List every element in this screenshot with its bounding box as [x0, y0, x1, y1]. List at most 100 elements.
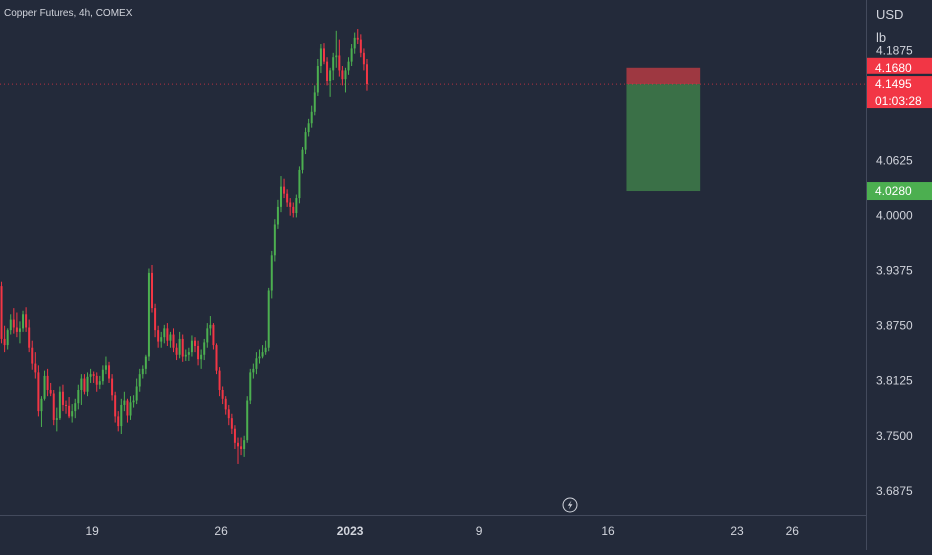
candle-body — [55, 418, 58, 420]
time-tick-label: 2023 — [337, 524, 364, 538]
candle-body — [18, 328, 21, 332]
candle-body — [108, 365, 111, 379]
candle-body — [163, 328, 166, 338]
candle-body — [135, 386, 138, 401]
last-price-label: 4.1495 — [875, 77, 912, 91]
candle-body — [111, 378, 114, 396]
candle-body — [25, 314, 28, 328]
candle-body — [71, 411, 74, 417]
candles-layer — [0, 29, 368, 464]
candle-body — [252, 368, 255, 373]
candle-body — [181, 338, 184, 357]
candle-body — [240, 446, 243, 449]
candle-body — [132, 400, 135, 403]
candle-body — [68, 405, 71, 417]
candle-body — [200, 354, 203, 360]
candle-body — [267, 290, 270, 348]
price-tick-label: 3.8750 — [876, 319, 913, 333]
candle-body — [98, 381, 101, 385]
candle-body — [350, 48, 353, 62]
candle-body — [249, 372, 252, 401]
candle-body — [120, 404, 123, 427]
candle-body — [129, 402, 132, 416]
candle-body — [344, 70, 347, 80]
position-tool[interactable] — [626, 67, 701, 192]
stop-loss-zone[interactable] — [626, 67, 701, 85]
candle-body — [326, 61, 329, 81]
time-tick-label: 26 — [214, 524, 228, 538]
candle-body — [313, 92, 316, 112]
candle-body — [151, 272, 154, 309]
candle-body — [283, 186, 286, 194]
symbol-title: Copper Futures, 4h, COMEX — [4, 8, 133, 19]
price-tick-label: 4.0000 — [876, 209, 913, 223]
candle-body — [126, 400, 129, 416]
candle-body — [332, 57, 335, 71]
time-axis[interactable]: 19 26 2023 9 16 23 26 — [85, 524, 799, 538]
candle-body — [218, 370, 221, 390]
candle-body — [86, 376, 89, 392]
candle-body — [28, 327, 31, 348]
stop-price-badge — [867, 57, 932, 74]
candle-body — [203, 342, 206, 355]
candle-body — [194, 340, 197, 346]
target-price-badge — [867, 182, 932, 201]
candle-body — [316, 66, 319, 93]
candle-body — [261, 352, 264, 357]
candle-body — [206, 328, 209, 343]
candle-body — [362, 52, 365, 65]
time-tick-label: 26 — [786, 524, 800, 538]
candle-body — [298, 169, 301, 199]
target-price-label: 4.0280 — [875, 184, 912, 198]
price-tick-label: 4.1875 — [876, 44, 913, 58]
candle-body — [46, 375, 49, 390]
candle-body — [147, 272, 150, 357]
candle-body — [31, 347, 34, 364]
last-price-badge — [867, 76, 932, 109]
candle-body — [329, 70, 332, 81]
candle-body — [289, 202, 292, 207]
candle-body — [286, 193, 289, 203]
candle-body — [307, 123, 310, 133]
candle-body — [89, 374, 92, 377]
candle-body — [310, 111, 313, 124]
candle-body — [138, 374, 141, 387]
candle-body — [197, 345, 200, 360]
unit-label: lb — [876, 30, 886, 45]
candle-body — [353, 37, 356, 49]
candle-body — [184, 354, 187, 357]
candle-body — [230, 418, 233, 429]
candle-body — [83, 378, 86, 392]
candle-body — [61, 391, 64, 405]
candle-body — [221, 389, 224, 399]
price-tick-label: 3.7500 — [876, 429, 913, 443]
candle-body — [117, 416, 120, 427]
candle-body — [43, 375, 46, 399]
candle-body — [212, 324, 215, 346]
price-tick-label: 3.6875 — [876, 484, 913, 498]
candle-body — [15, 327, 18, 332]
candle-body — [154, 308, 157, 331]
candle-body — [104, 365, 107, 370]
take-profit-zone[interactable] — [626, 84, 701, 192]
candle-body — [92, 374, 95, 376]
candle-body — [74, 403, 77, 412]
candle-body — [292, 206, 295, 214]
bar-countdown: 01:03:28 — [875, 94, 922, 108]
candle-body — [80, 378, 83, 390]
lightning-icon[interactable] — [562, 497, 578, 513]
candle-body — [6, 330, 9, 346]
price-tick-label: 3.8125 — [876, 374, 913, 388]
candle-body — [3, 338, 6, 346]
candle-body — [255, 358, 258, 369]
price-axis[interactable]: 4.1875 4.0625 4.0000 3.9375 3.8750 3.8125 3.75… — [876, 44, 913, 498]
candle-body — [338, 55, 341, 71]
candle-body — [236, 442, 239, 447]
candle-body — [175, 347, 178, 355]
stop-price-label: 4.1680 — [875, 61, 912, 75]
candle-body — [273, 224, 276, 256]
candle-body — [9, 319, 12, 331]
candle-body — [301, 149, 304, 170]
